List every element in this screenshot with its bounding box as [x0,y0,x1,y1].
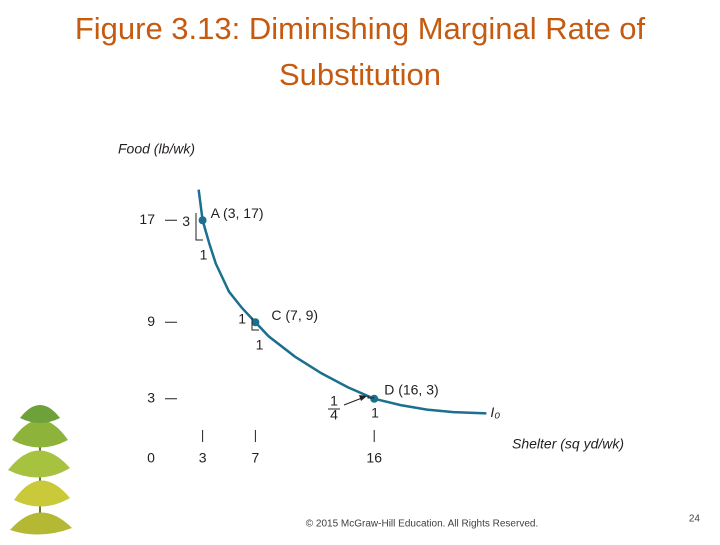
page-number: 24 [689,514,701,525]
y-tick-label: 3 [147,389,155,405]
mrs-rise-numerator: 1 [330,393,338,409]
x-axis-label: Shelter (sq yd/wk) [512,436,624,452]
copyright: © 2015 McGraw-Hill Education. All Rights… [306,519,538,530]
point-label: D (16, 3) [384,381,438,397]
x-tick-label: 7 [252,450,260,466]
y-tick-label: 17 [139,211,155,227]
mrs-rise: 1 [238,311,246,327]
x-tick-label: 3 [199,450,207,466]
arrow [343,397,363,406]
indifference-curve [197,189,487,415]
mrs-run: 1 [256,337,264,353]
arrow-head [359,395,367,401]
x-tick-label: 16 [366,450,382,466]
y-axis-label: Food (lb/wk) [118,141,195,157]
curve-label: I₀ [490,404,500,420]
mrs-triangle [367,396,374,399]
point [198,216,207,225]
mrs-triangle [251,318,259,331]
point-label: C (7, 9) [271,307,318,323]
mrs-run: 1 [200,247,208,263]
title-box: Figure 3.13: Diminishing Marginal Rate o… [74,11,646,92]
ginkgo-decoration [8,405,72,535]
mrs-triangle [195,213,203,241]
mrs-run: 1 [371,405,379,421]
slide-title: Figure 3.13: Diminishing Marginal Rate o… [74,11,646,92]
point [370,394,379,403]
y-tick-label: 9 [147,313,155,329]
mrs-rise: 3 [182,213,190,229]
mrs-rise-denominator: 4 [330,407,338,423]
point-label: A (3, 17) [211,205,264,221]
point [251,318,260,327]
x-tick-label: 0 [147,450,155,466]
